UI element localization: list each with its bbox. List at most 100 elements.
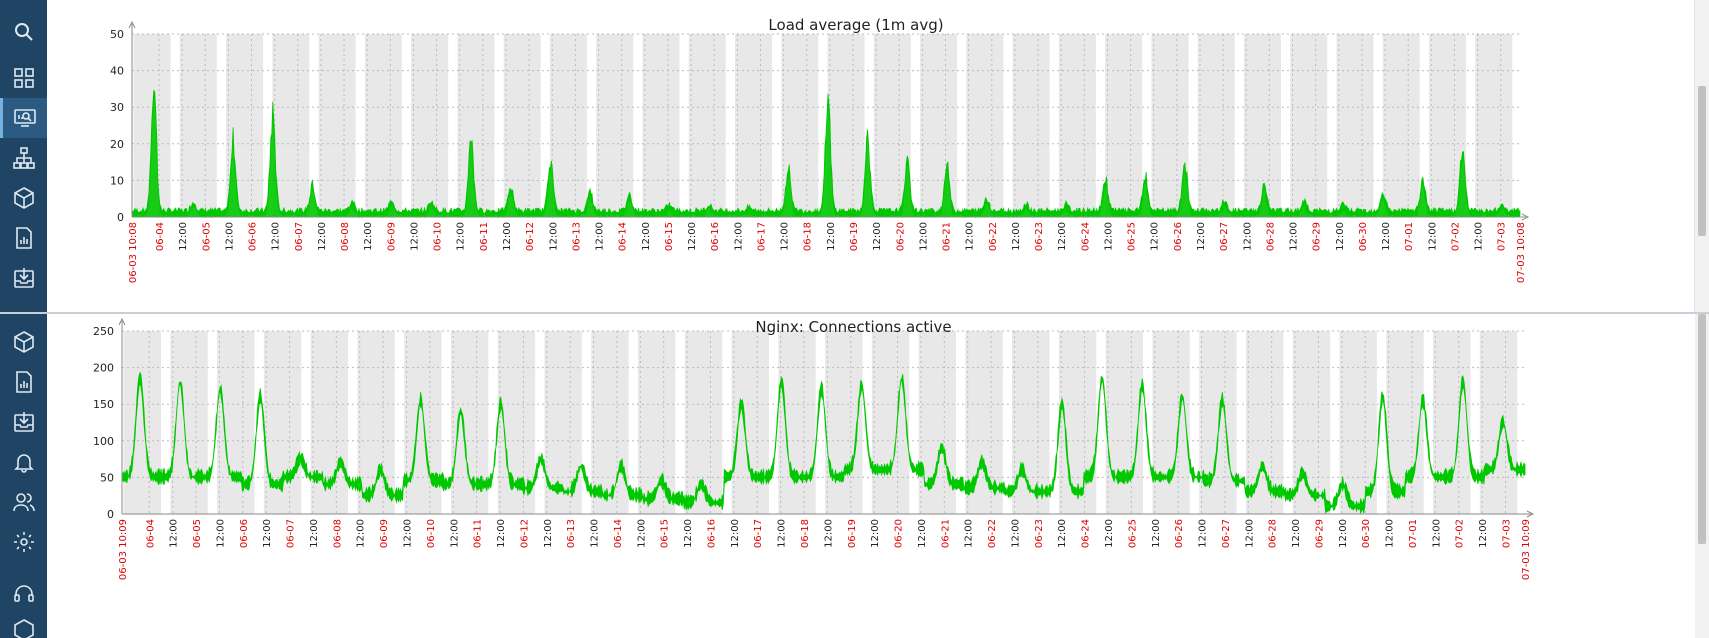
alerts-icon[interactable]	[0, 442, 47, 482]
night-band	[827, 34, 865, 217]
night-band	[591, 331, 629, 514]
x-date-label: 06-14	[613, 519, 624, 548]
x-time-label: 12:00	[918, 222, 929, 251]
x-time-label: 12:00	[1198, 519, 1209, 548]
x-date-label: 06-17	[756, 222, 767, 251]
monitoring-icon[interactable]	[0, 98, 47, 138]
share-icon[interactable]	[0, 610, 47, 638]
y-tick-label: 100	[93, 435, 114, 448]
night-band	[1243, 34, 1281, 217]
series-fill	[132, 94, 1520, 217]
x-date-label: 06-14	[618, 222, 629, 251]
axes	[118, 317, 1535, 518]
x-date-label: 07-01	[1404, 222, 1415, 251]
inventory-icon[interactable]	[0, 178, 47, 218]
x-date-label: 06-20	[895, 222, 906, 251]
bottom-panel-scrollbar[interactable]	[1695, 314, 1709, 638]
x-date-label: 06-03 10:09	[118, 519, 129, 580]
x-time-label: 12:00	[733, 222, 744, 251]
x-date-label: 06-24	[1080, 222, 1091, 251]
y-axis-arrow	[128, 20, 136, 29]
users-icon[interactable]	[0, 482, 47, 522]
x-time-label: 12:00	[1242, 222, 1253, 251]
inventory-icon[interactable]	[0, 322, 47, 362]
top-panel-scrollbar[interactable]	[1695, 0, 1709, 312]
data-collection-icon[interactable]	[0, 402, 47, 442]
x-date-label: 06-11	[473, 519, 484, 548]
x-date-label: 06-28	[1268, 519, 1279, 548]
x-time-label: 12:00	[1104, 519, 1115, 548]
x-date-label: 06-30	[1358, 222, 1369, 251]
x-axis-arrow	[1521, 213, 1530, 221]
dashboard-icon[interactable]	[0, 58, 47, 98]
x-date-label: 06-25	[1127, 222, 1138, 251]
x-time-label: 12:00	[169, 519, 180, 548]
night-band	[1245, 331, 1284, 514]
x-time-label: 12:00	[356, 519, 367, 548]
night-band	[411, 34, 449, 217]
top-scrollbar-thumb[interactable]	[1698, 86, 1706, 236]
graph-panel-nginx-connections: 0 50 100 150 200 250 06-03 10:09 06-04 12:00 06-0…	[47, 314, 1695, 638]
x-time-label: 12:00	[1150, 222, 1161, 251]
x-date-label: 06-21	[942, 222, 953, 251]
x-time-label: 12:00	[964, 519, 975, 548]
x-time-label: 12:00	[870, 519, 881, 548]
x-time-label: 12:00	[449, 519, 460, 548]
chart-title: Nginx: Connections active	[755, 318, 951, 336]
x-date-label: 06-10	[426, 519, 437, 548]
x-time-label: 12:00	[683, 519, 694, 548]
x-time-label: 12:00	[917, 519, 928, 548]
search-icon[interactable]	[0, 12, 47, 52]
x-date-label: 06-15	[660, 519, 671, 548]
x-time-label: 12:00	[309, 519, 320, 548]
x-time-label: 12:00	[1335, 222, 1346, 251]
x-date-label: 06-19	[847, 519, 858, 548]
x-time-label: 12:00	[363, 222, 374, 251]
x-date-label: 07-02	[1450, 222, 1461, 251]
x-time-label: 12:00	[872, 222, 883, 251]
support-icon[interactable]	[0, 574, 47, 614]
x-time-label: 12:00	[402, 519, 413, 548]
x-date-label: 06-04	[145, 519, 156, 548]
x-date-label: 06-06	[239, 519, 250, 548]
x-date-label: 06-26	[1174, 519, 1185, 548]
night-band	[1105, 34, 1143, 217]
night-shading	[133, 34, 1513, 217]
night-band	[966, 34, 1004, 217]
night-band	[1290, 34, 1328, 217]
x-date-label: 06-28	[1265, 222, 1276, 251]
x-time-label: 12:00	[224, 222, 235, 251]
night-band	[596, 34, 634, 217]
y-axis-arrow	[118, 317, 126, 326]
x-date-label: 06-13	[566, 519, 577, 548]
y-tick-label: 40	[110, 65, 124, 78]
bottom-scrollbar-thumb[interactable]	[1698, 314, 1706, 544]
x-time-label: 12:00	[1057, 519, 1068, 548]
x-date-label: 06-09	[379, 519, 390, 548]
x-time-label: 12:00	[1385, 519, 1396, 548]
reports-icon[interactable]	[0, 362, 47, 402]
data-collection-icon[interactable]	[0, 258, 47, 298]
sidebar-bottom	[0, 314, 47, 638]
network-icon[interactable]	[0, 138, 47, 178]
settings-icon[interactable]	[0, 522, 47, 562]
night-band	[637, 331, 676, 514]
x-time-label: 12:00	[262, 519, 273, 548]
night-band	[1433, 331, 1471, 514]
series-area	[131, 89, 1521, 219]
x-time-label: 12:00	[1103, 222, 1114, 251]
x-date-label: 06-22	[988, 222, 999, 251]
x-date-label: 06-05	[201, 222, 212, 251]
night-band	[1475, 34, 1513, 217]
x-time-label: 12:00	[641, 222, 652, 251]
x-time-label: 12:00	[317, 222, 328, 251]
night-band	[735, 34, 773, 217]
series-band	[121, 371, 1526, 515]
x-date-label: 06-18	[803, 222, 814, 251]
x-time-label: 12:00	[636, 519, 647, 548]
night-band	[364, 34, 402, 217]
reports-icon[interactable]	[0, 218, 47, 258]
night-band	[1105, 331, 1144, 514]
x-time-label: 12:00	[1289, 222, 1300, 251]
x-date-label: 06-18	[800, 519, 811, 548]
